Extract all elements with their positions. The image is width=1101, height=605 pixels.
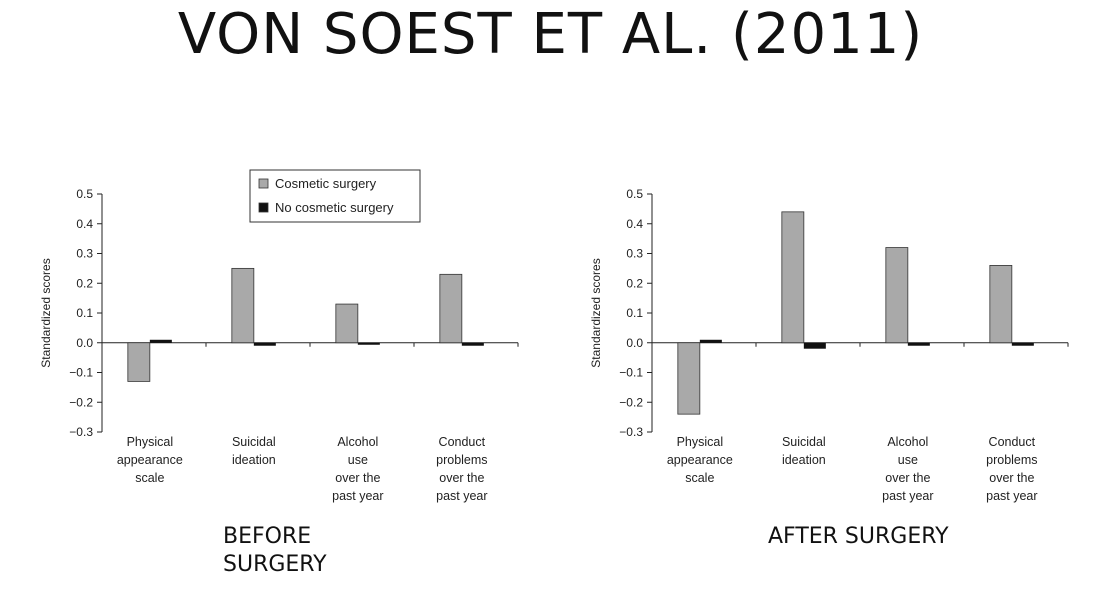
slide-title: VON SOEST ET AL. (2011) [177,2,924,67]
y-tick-label: 0.4 [76,217,93,231]
bar-cosmetic-surgery [439,273,463,344]
category-label: Physical appearance scale [117,435,183,485]
category-label: Alcohol use over the past year [882,435,933,503]
y-tick-label: 0.1 [626,306,643,320]
bar-no-cosmetic-surgery [149,339,172,343]
category-label: Conduct problems over the past year [986,435,1037,503]
y-tick-label: −0.3 [619,425,643,439]
y-tick-label: 0.2 [76,276,93,290]
y-tick-label: −0.3 [69,425,93,439]
legend-label: Cosmetic surgery [275,176,377,191]
y-tick-label: 0.0 [76,336,93,350]
bar-cosmetic-surgery [335,303,359,344]
y-tick-label: 0.5 [76,187,93,201]
category-label: Suicidal ideation [232,435,276,467]
bar-cosmetic-surgery [885,247,909,344]
y-tick-label: 0.2 [626,276,643,290]
bar-cosmetic-surgery [677,342,701,415]
y-tick-label: 0.0 [626,336,643,350]
bar-no-cosmetic-surgery [253,342,276,346]
bar-cosmetic-surgery [989,265,1013,344]
y-axis-label: Standardized scores [589,258,603,367]
y-tick-label: −0.1 [619,366,643,380]
bar-no-cosmetic-surgery [699,339,722,343]
category-label: Alcohol use over the past year [332,435,383,503]
chart-caption-after: AFTER SURGERY [768,524,949,549]
legend-label: No cosmetic surgery [275,200,394,215]
y-tick-label: 0.5 [626,187,643,201]
y-tick-label: 0.3 [76,247,93,261]
category-label: Suicidal ideation [782,435,826,467]
bar-cosmetic-surgery [127,342,151,382]
bar-no-cosmetic-surgery [461,342,484,346]
y-tick-label: 0.1 [76,306,93,320]
bar-no-cosmetic-surgery [1011,342,1034,346]
y-tick-label: −0.1 [69,366,93,380]
category-label: Physical appearance scale [667,435,733,485]
y-tick-label: 0.3 [626,247,643,261]
bar-no-cosmetic-surgery [357,342,380,345]
bar-cosmetic-surgery [781,211,805,344]
bar-cosmetic-surgery [231,267,255,344]
y-tick-label: −0.2 [69,395,93,409]
y-tick-label: 0.4 [626,217,643,231]
category-label: Conduct problems over the past year [436,435,487,503]
legend-swatch [258,202,269,213]
y-tick-label: −0.2 [619,395,643,409]
bar-no-cosmetic-surgery [907,342,930,346]
legend-box [249,169,421,223]
chart-before-surgery: −0.3 −0.2 −0.1 0.0 0.1 0.2 0.3 0.4 0.5 Standardiz… [39,169,519,503]
bar-no-cosmetic-surgery [803,342,826,349]
chart-after-surgery: −0.3 −0.2 −0.1 0.0 0.1 0.2 0.3 0.4 0.5 Standardiz… [589,187,1069,503]
legend-swatch [258,178,269,189]
y-axis-label: Standardized scores [39,258,53,367]
chart-caption-before: BEFORE SURGERY [223,524,327,577]
